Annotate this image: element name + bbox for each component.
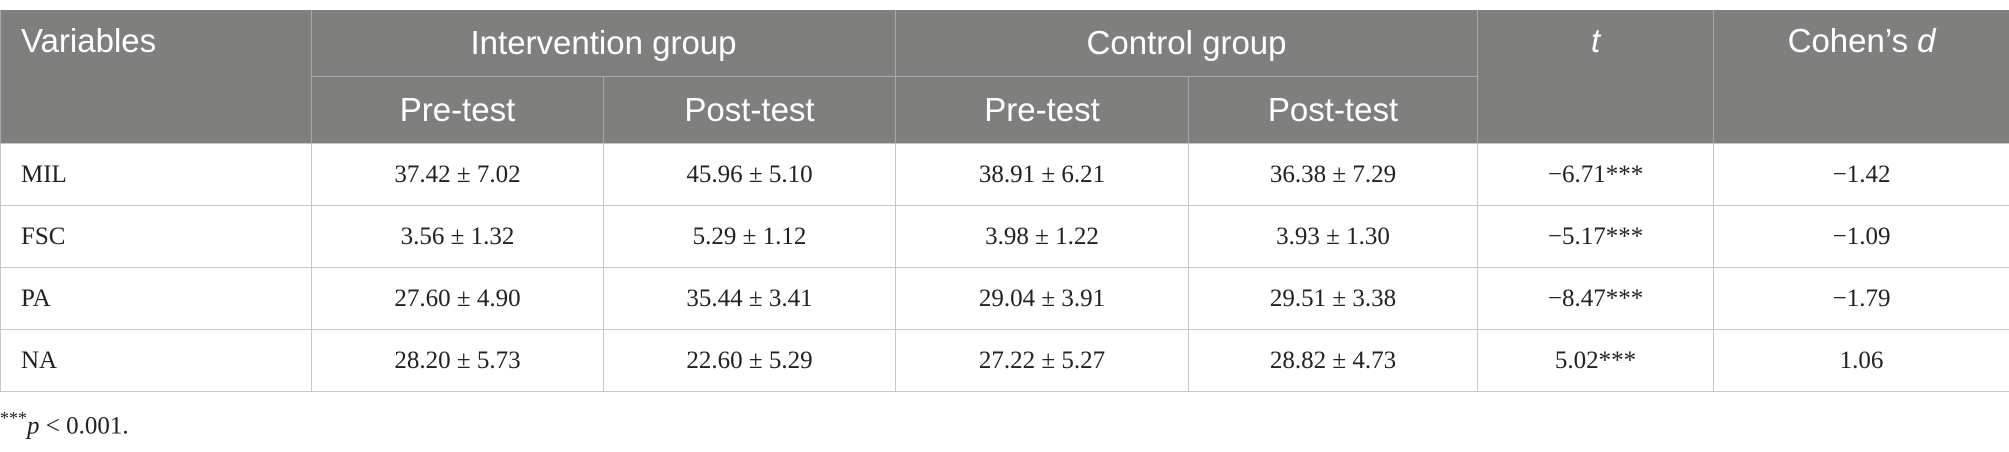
table-cell: −5.17*** <box>1477 205 1715 268</box>
table-cell: −1.09 <box>1713 205 2009 268</box>
table-cell: 22.60 ± 5.29 <box>602 329 897 392</box>
table-cell: 37.42 ± 7.02 <box>311 143 604 206</box>
table-cell: 36.38 ± 7.29 <box>1188 143 1479 206</box>
table-cell: 38.91 ± 6.21 <box>895 143 1190 206</box>
header-cell: Post-test <box>1188 76 1479 144</box>
footnote-stars: *** <box>0 408 27 428</box>
table-cell: 35.44 ± 3.41 <box>602 267 897 330</box>
header-cell: Cohen’s d <box>1713 10 2009 144</box>
table-cell: 3.93 ± 1.30 <box>1188 205 1479 268</box>
table-cell: 27.22 ± 5.27 <box>895 329 1190 392</box>
table-cell: 45.96 ± 5.10 <box>602 143 897 206</box>
table-cell: 28.82 ± 4.73 <box>1188 329 1479 392</box>
footnote: ***p < 0.001. <box>0 408 129 440</box>
table-row: MIL 37.42 ± 7.02 45.96 ± 5.10 38.91 ± 6.21 3… <box>0 143 2009 206</box>
header-cell: Variables <box>0 10 312 144</box>
table-cell: 28.20 ± 5.73 <box>311 329 604 392</box>
table-cell: 3.56 ± 1.32 <box>311 205 604 268</box>
footnote-text: < 0.001. <box>45 412 129 440</box>
table-row: FSC 3.56 ± 1.32 5.29 ± 1.12 3.98 ± 1.22 3.93… <box>0 205 2009 268</box>
table-cell: FSC <box>0 205 312 268</box>
footnote-p: p <box>27 412 40 440</box>
header-cell: Pre-test <box>895 76 1190 144</box>
table-cell: 5.29 ± 1.12 <box>602 205 897 268</box>
header-cell: Control group <box>895 10 1479 77</box>
header-cell: t <box>1477 10 1715 144</box>
table-cell: MIL <box>0 143 312 206</box>
table-row: PA 27.60 ± 4.90 35.44 ± 3.41 29.04 ± 3.91 29… <box>0 267 2009 330</box>
table-cell: NA <box>0 329 312 392</box>
header-cell: Pre-test <box>311 76 604 144</box>
table-cell: 3.98 ± 1.22 <box>895 205 1190 268</box>
header-cell: Post-test <box>602 76 897 144</box>
table-cell: 5.02*** <box>1477 329 1715 392</box>
table-cell: 27.60 ± 4.90 <box>311 267 604 330</box>
table-cell: 29.51 ± 3.38 <box>1188 267 1479 330</box>
results-table: Variables Intervention group Control gro… <box>0 10 2009 392</box>
table-row: NA 28.20 ± 5.73 22.60 ± 5.29 27.22 ± 5.27 28… <box>0 329 2009 392</box>
header-text: d <box>1917 22 1936 59</box>
table-cell: 29.04 ± 3.91 <box>895 267 1190 330</box>
table-cell: −1.42 <box>1713 143 2009 206</box>
table-cell: −6.71*** <box>1477 143 1715 206</box>
table-cell: −8.47*** <box>1477 267 1715 330</box>
header-text: Cohen’s <box>1787 22 1909 59</box>
table-cell: −1.79 <box>1713 267 2009 330</box>
header-cell: Intervention group <box>310 10 897 77</box>
table-cell: PA <box>0 267 312 330</box>
table-cell: 1.06 <box>1713 329 2009 392</box>
